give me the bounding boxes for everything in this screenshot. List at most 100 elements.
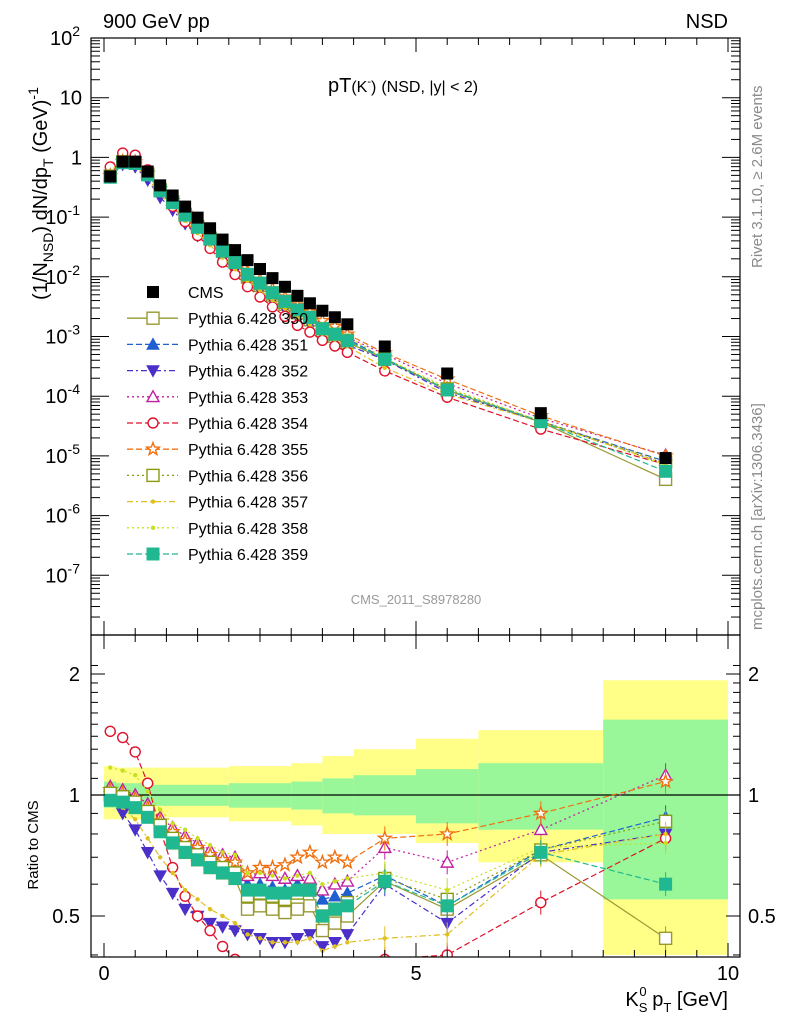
title-rest: (NSD, |y| < 2) (381, 79, 478, 96)
y-tick-label: 10-3 (45, 322, 80, 349)
cms-point (166, 189, 179, 202)
ratio-point (257, 870, 263, 876)
series-point (278, 294, 292, 308)
ratio-point (303, 883, 317, 897)
ratio-point (220, 850, 225, 855)
ratio-point (327, 876, 343, 890)
ratio-point (182, 827, 188, 832)
ratio-point (659, 877, 673, 891)
ratio-point (241, 883, 255, 897)
ratio-point (120, 768, 125, 773)
band-green (322, 778, 354, 814)
x-tick-label: 0 (98, 963, 109, 985)
ratio-point (440, 899, 454, 913)
ratio-point (382, 936, 387, 941)
ratio-point (141, 810, 155, 824)
ratio-point (141, 777, 154, 789)
xlabel-k-sup: 0 (639, 984, 646, 999)
cms-point (291, 289, 304, 302)
ratio-point (290, 933, 305, 946)
ratio-point (658, 931, 673, 946)
legend-label: Pythia 6.428 353 (188, 390, 308, 407)
series-point (241, 267, 255, 281)
ratio-point (438, 825, 456, 841)
ratio-point (117, 731, 129, 744)
ratio-point (332, 944, 338, 949)
legend: CMS Pythia 6.428 350 Pythia 6.428 351 Pythi… (127, 285, 308, 564)
title-main: pT (328, 75, 351, 97)
ratio-point (116, 795, 130, 809)
xlabel-p: p (647, 989, 664, 1011)
ratio-point (378, 874, 392, 888)
ratio-point (153, 870, 168, 883)
ylabel-b-sub: T (40, 158, 56, 167)
legend-marker (147, 417, 159, 429)
y-tick-label: 102 (50, 23, 80, 50)
series-point (228, 255, 242, 269)
series-point (340, 334, 354, 348)
ratio-point (226, 853, 244, 870)
ratio-tick-label-right: 2 (748, 664, 759, 686)
y-tick-label: 10-5 (45, 441, 80, 468)
ratio-point (182, 887, 188, 893)
cms-point (129, 155, 142, 168)
title-paren: (K (351, 79, 367, 96)
legend-marker (145, 389, 161, 403)
ratio-point (265, 902, 280, 916)
ratio-point (207, 906, 213, 912)
header-left-label: 900 GeV pp (103, 11, 210, 33)
ratio-point (229, 953, 241, 957)
ratio-point (290, 902, 305, 916)
ratio-point (228, 925, 242, 938)
ratio-point (270, 940, 275, 945)
ratio-point (340, 899, 354, 913)
ratio-point (170, 870, 175, 876)
ratio-point (215, 921, 230, 934)
ratio-point (191, 910, 204, 922)
ratio-point (278, 905, 292, 920)
ratio-point (179, 890, 191, 902)
series-point (291, 319, 304, 332)
ratio-tick-label-left: 0.5 (52, 906, 80, 928)
ratio-point (295, 873, 300, 878)
ratio-point (332, 879, 338, 884)
ratio-tick-label-left: 1 (69, 785, 80, 807)
legend-label: Pythia 6.428 356 (188, 468, 308, 485)
cms-point (534, 407, 547, 420)
legend-marker (146, 337, 160, 350)
series-point (315, 322, 329, 336)
ratio-point (166, 836, 180, 850)
ratio-point (314, 853, 331, 870)
ratio-point (251, 858, 269, 875)
ratio-point (253, 899, 267, 913)
legend-label: Pythia 6.428 359 (188, 547, 308, 564)
ratio-point (133, 773, 138, 778)
series-point (341, 346, 354, 358)
title-close: ) (371, 79, 376, 96)
ratio-point (216, 866, 230, 880)
ratio-point (302, 871, 318, 884)
series-point (295, 315, 300, 320)
ratio-point (232, 852, 238, 857)
ratio-point (330, 984, 340, 994)
ratio-point (245, 932, 250, 937)
ratio-point (657, 772, 674, 789)
series-point (659, 464, 673, 478)
legend-label: Pythia 6.428 355 (188, 442, 308, 459)
series-point (253, 276, 267, 290)
series-layer (102, 147, 674, 999)
ratio-point (280, 989, 290, 999)
header-right-label: NSD (686, 11, 728, 33)
ratio-point (534, 845, 548, 859)
ratio-point (345, 876, 350, 881)
series-ratio-9 (103, 793, 673, 923)
ratio-point (278, 886, 292, 900)
ratio-point (340, 873, 355, 887)
series-point (328, 327, 342, 341)
series-point (382, 365, 387, 370)
y-axis-label: (1/NNSD) dN/dpT (GeV)-1 (25, 87, 56, 300)
legend-label: Pythia 6.428 358 (188, 521, 308, 538)
ratio-point (282, 876, 288, 881)
ratio-point (328, 889, 342, 902)
